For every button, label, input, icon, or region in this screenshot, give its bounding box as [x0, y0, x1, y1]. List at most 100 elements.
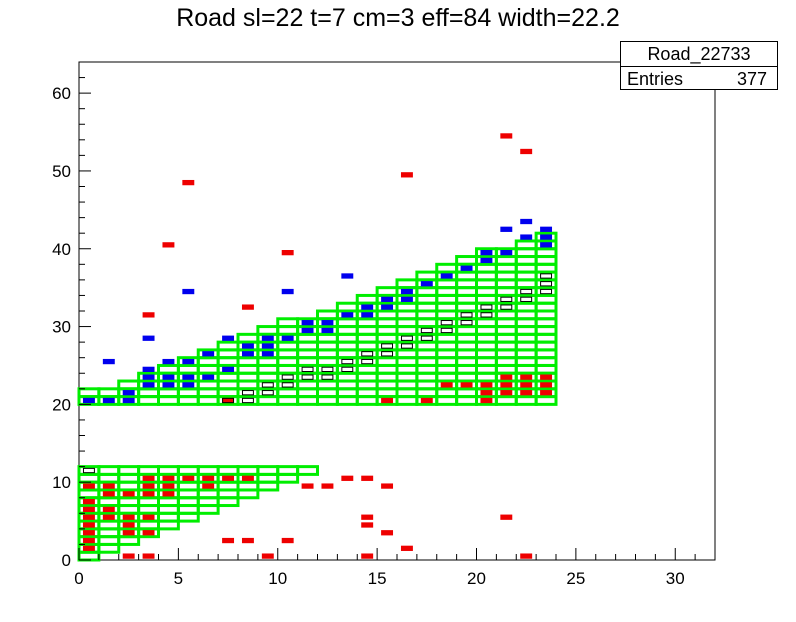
red-hit-mark	[82, 514, 95, 520]
blue-hit-mark	[122, 390, 135, 396]
red-hit-mark	[381, 483, 394, 489]
red-hit-mark	[182, 179, 195, 186]
blue-hit-mark	[222, 366, 235, 372]
red-hit-mark	[122, 514, 135, 520]
red-hit-mark	[82, 522, 95, 528]
x-tick-label: 30	[666, 569, 685, 588]
blue-hit-mark	[202, 351, 215, 357]
road-cell	[256, 325, 280, 336]
red-hit-mark	[82, 545, 95, 551]
blue-hit-mark	[162, 382, 175, 388]
x-tick-label: 20	[467, 569, 486, 588]
red-hit-mark	[122, 553, 135, 559]
overlap-box-mark	[460, 320, 473, 326]
red-hit-mark	[241, 537, 254, 544]
red-hit-mark	[440, 382, 453, 388]
blue-hit-mark	[480, 250, 493, 256]
blue-hit-mark	[241, 351, 254, 357]
red-hit-mark	[361, 553, 374, 559]
road-cell	[335, 301, 359, 313]
overlap-box-mark	[361, 351, 374, 357]
blue-hit-mark	[182, 288, 195, 295]
y-tick-label: 50	[52, 162, 71, 181]
blue-hit-mark	[301, 320, 314, 326]
road-cell	[455, 255, 478, 266]
red-hit-mark	[500, 133, 513, 139]
road-cell	[77, 465, 101, 476]
overlap-box-mark	[480, 312, 493, 318]
red-hit-mark	[480, 382, 493, 388]
blue-hit-mark	[142, 382, 155, 388]
blue-hit-mark	[142, 374, 155, 380]
overlap-box-mark	[540, 281, 553, 287]
red-hit-mark	[500, 382, 513, 388]
red-hit-mark	[142, 530, 155, 536]
overlap-box-mark	[400, 335, 413, 341]
red-hit-mark	[520, 553, 533, 559]
red-hit-mark	[540, 374, 553, 380]
road-cell	[157, 363, 180, 375]
y-tick-label: 0	[62, 551, 71, 570]
blue-hit-mark	[361, 312, 374, 318]
red-hit-mark	[381, 530, 394, 536]
blue-hit-mark	[480, 257, 493, 264]
red-hit-mark	[341, 475, 354, 481]
red-hit-mark	[420, 397, 433, 404]
overlap-box-mark	[301, 374, 314, 380]
y-tick-label: 10	[52, 473, 71, 492]
red-hit-mark	[301, 483, 314, 489]
overlap-box-mark	[261, 382, 274, 388]
blue-hit-mark	[241, 343, 254, 349]
overlap-box-mark	[520, 288, 533, 295]
blue-hit-mark	[520, 234, 533, 240]
red-hit-mark	[222, 475, 235, 481]
blue-hit-mark	[182, 358, 195, 365]
blue-hit-mark	[381, 296, 394, 302]
red-hit-mark	[321, 483, 334, 489]
road-cell	[276, 317, 300, 329]
road-cell	[435, 262, 459, 274]
blue-hit-mark	[540, 226, 553, 232]
road-cell	[97, 465, 121, 476]
road-cell	[296, 465, 319, 476]
road-cell	[216, 465, 240, 476]
red-hit-mark	[82, 530, 95, 536]
road-cell	[157, 465, 180, 476]
red-hit-mark	[162, 475, 175, 481]
red-hit-mark	[540, 382, 553, 388]
red-hit-mark	[142, 514, 155, 520]
road-cell	[117, 465, 141, 476]
road-cell	[316, 309, 339, 321]
red-hit-mark	[222, 397, 235, 404]
overlap-box-mark	[341, 358, 354, 365]
blue-hit-mark	[361, 304, 374, 310]
road-cell	[256, 465, 280, 476]
overlap-box-mark	[500, 296, 513, 302]
road-cell	[276, 465, 300, 476]
red-hit-mark	[82, 537, 95, 544]
road-cell	[514, 239, 538, 251]
red-hit-mark	[82, 483, 95, 489]
red-hit-mark	[182, 475, 195, 481]
overlap-box-mark	[321, 374, 334, 380]
red-hit-mark	[102, 506, 115, 513]
overlap-box-mark	[420, 335, 433, 341]
red-hit-mark	[520, 374, 533, 380]
overlap-box-mark	[540, 288, 553, 295]
overlap-box-mark	[82, 467, 95, 474]
red-hit-mark	[162, 242, 175, 248]
blue-hit-mark	[182, 382, 195, 388]
y-tick-label: 20	[52, 395, 71, 414]
red-hit-mark	[361, 514, 374, 520]
road-cell	[415, 270, 439, 282]
red-hit-mark	[142, 491, 155, 497]
red-hit-mark	[520, 390, 533, 396]
road-cell	[117, 379, 141, 391]
blue-hit-mark	[102, 358, 115, 365]
blue-hit-mark	[281, 288, 294, 295]
red-hit-mark	[460, 382, 473, 388]
red-hit-mark	[361, 522, 374, 528]
red-hit-mark	[281, 537, 294, 544]
red-hit-mark	[202, 483, 215, 489]
